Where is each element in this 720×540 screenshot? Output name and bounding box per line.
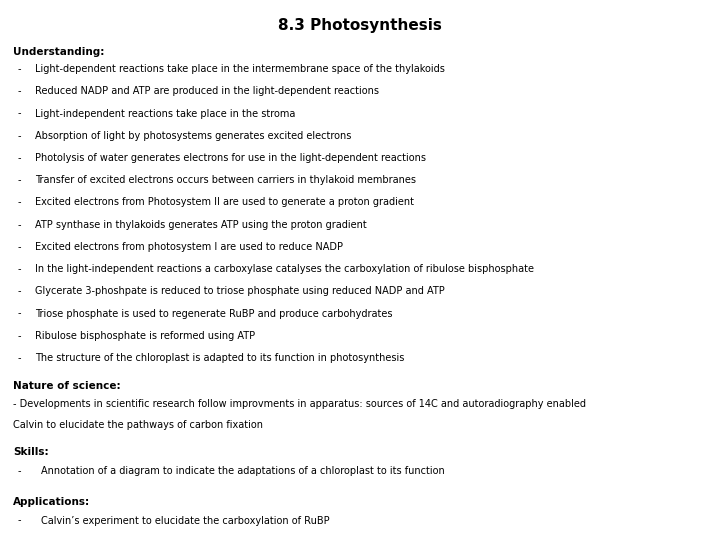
- Text: ATP synthase in thylakoids generates ATP using the proton gradient: ATP synthase in thylakoids generates ATP…: [35, 220, 367, 229]
- Text: Reduced NADP and ATP are produced in the light-dependent reactions: Reduced NADP and ATP are produced in the…: [35, 86, 379, 96]
- Text: Transfer of excited electrons occurs between carriers in thylakoid membranes: Transfer of excited electrons occurs bet…: [35, 175, 416, 185]
- Text: -: -: [18, 198, 22, 207]
- Text: In the light-independent reactions a carboxylase catalyses the carboxylation of : In the light-independent reactions a car…: [35, 264, 534, 274]
- Text: -: -: [18, 86, 22, 96]
- Text: Calvin to elucidate the pathways of carbon fixation: Calvin to elucidate the pathways of carb…: [13, 420, 263, 430]
- Text: -: -: [18, 153, 22, 163]
- Text: -: -: [18, 308, 22, 319]
- Text: -: -: [18, 353, 22, 363]
- Text: Ribulose bisphosphate is reformed using ATP: Ribulose bisphosphate is reformed using …: [35, 331, 256, 341]
- Text: Calvin’s experiment to elucidate the carboxylation of RuBP: Calvin’s experiment to elucidate the car…: [41, 516, 330, 525]
- Text: -: -: [18, 131, 22, 141]
- Text: -: -: [18, 64, 22, 74]
- Text: -: -: [18, 467, 22, 476]
- Text: Glycerate 3-phoshpate is reduced to triose phosphate using reduced NADP and ATP: Glycerate 3-phoshpate is reduced to trio…: [35, 286, 445, 296]
- Text: Annotation of a diagram to indicate the adaptations of a chloroplast to its func: Annotation of a diagram to indicate the …: [41, 467, 445, 476]
- Text: Excited electrons from photosystem I are used to reduce NADP: Excited electrons from photosystem I are…: [35, 242, 343, 252]
- Text: 8.3 Photosynthesis: 8.3 Photosynthesis: [278, 18, 442, 33]
- Text: Absorption of light by photosystems generates excited electrons: Absorption of light by photosystems gene…: [35, 131, 352, 141]
- Text: Light-dependent reactions take place in the intermembrane space of the thylakoid: Light-dependent reactions take place in …: [35, 64, 445, 74]
- Text: -: -: [18, 264, 22, 274]
- Text: -: -: [18, 175, 22, 185]
- Text: Triose phosphate is used to regenerate RuBP and produce carbohydrates: Triose phosphate is used to regenerate R…: [35, 308, 393, 319]
- Text: Skills:: Skills:: [13, 447, 48, 457]
- Text: -: -: [18, 109, 22, 118]
- Text: Photolysis of water generates electrons for use in the light-dependent reactions: Photolysis of water generates electrons …: [35, 153, 426, 163]
- Text: Nature of science:: Nature of science:: [13, 381, 120, 391]
- Text: The structure of the chloroplast is adapted to its function in photosynthesis: The structure of the chloroplast is adap…: [35, 353, 405, 363]
- Text: Light-independent reactions take place in the stroma: Light-independent reactions take place i…: [35, 109, 296, 118]
- Text: -: -: [18, 242, 22, 252]
- Text: -: -: [18, 331, 22, 341]
- Text: -: -: [18, 286, 22, 296]
- Text: Excited electrons from Photosystem II are used to generate a proton gradient: Excited electrons from Photosystem II ar…: [35, 198, 415, 207]
- Text: -: -: [18, 516, 22, 525]
- Text: Understanding:: Understanding:: [13, 48, 104, 57]
- Text: Applications:: Applications:: [13, 497, 90, 507]
- Text: -: -: [18, 220, 22, 229]
- Text: - Developments in scientific research follow improvments in apparatus: sources o: - Developments in scientific research fo…: [13, 399, 586, 409]
